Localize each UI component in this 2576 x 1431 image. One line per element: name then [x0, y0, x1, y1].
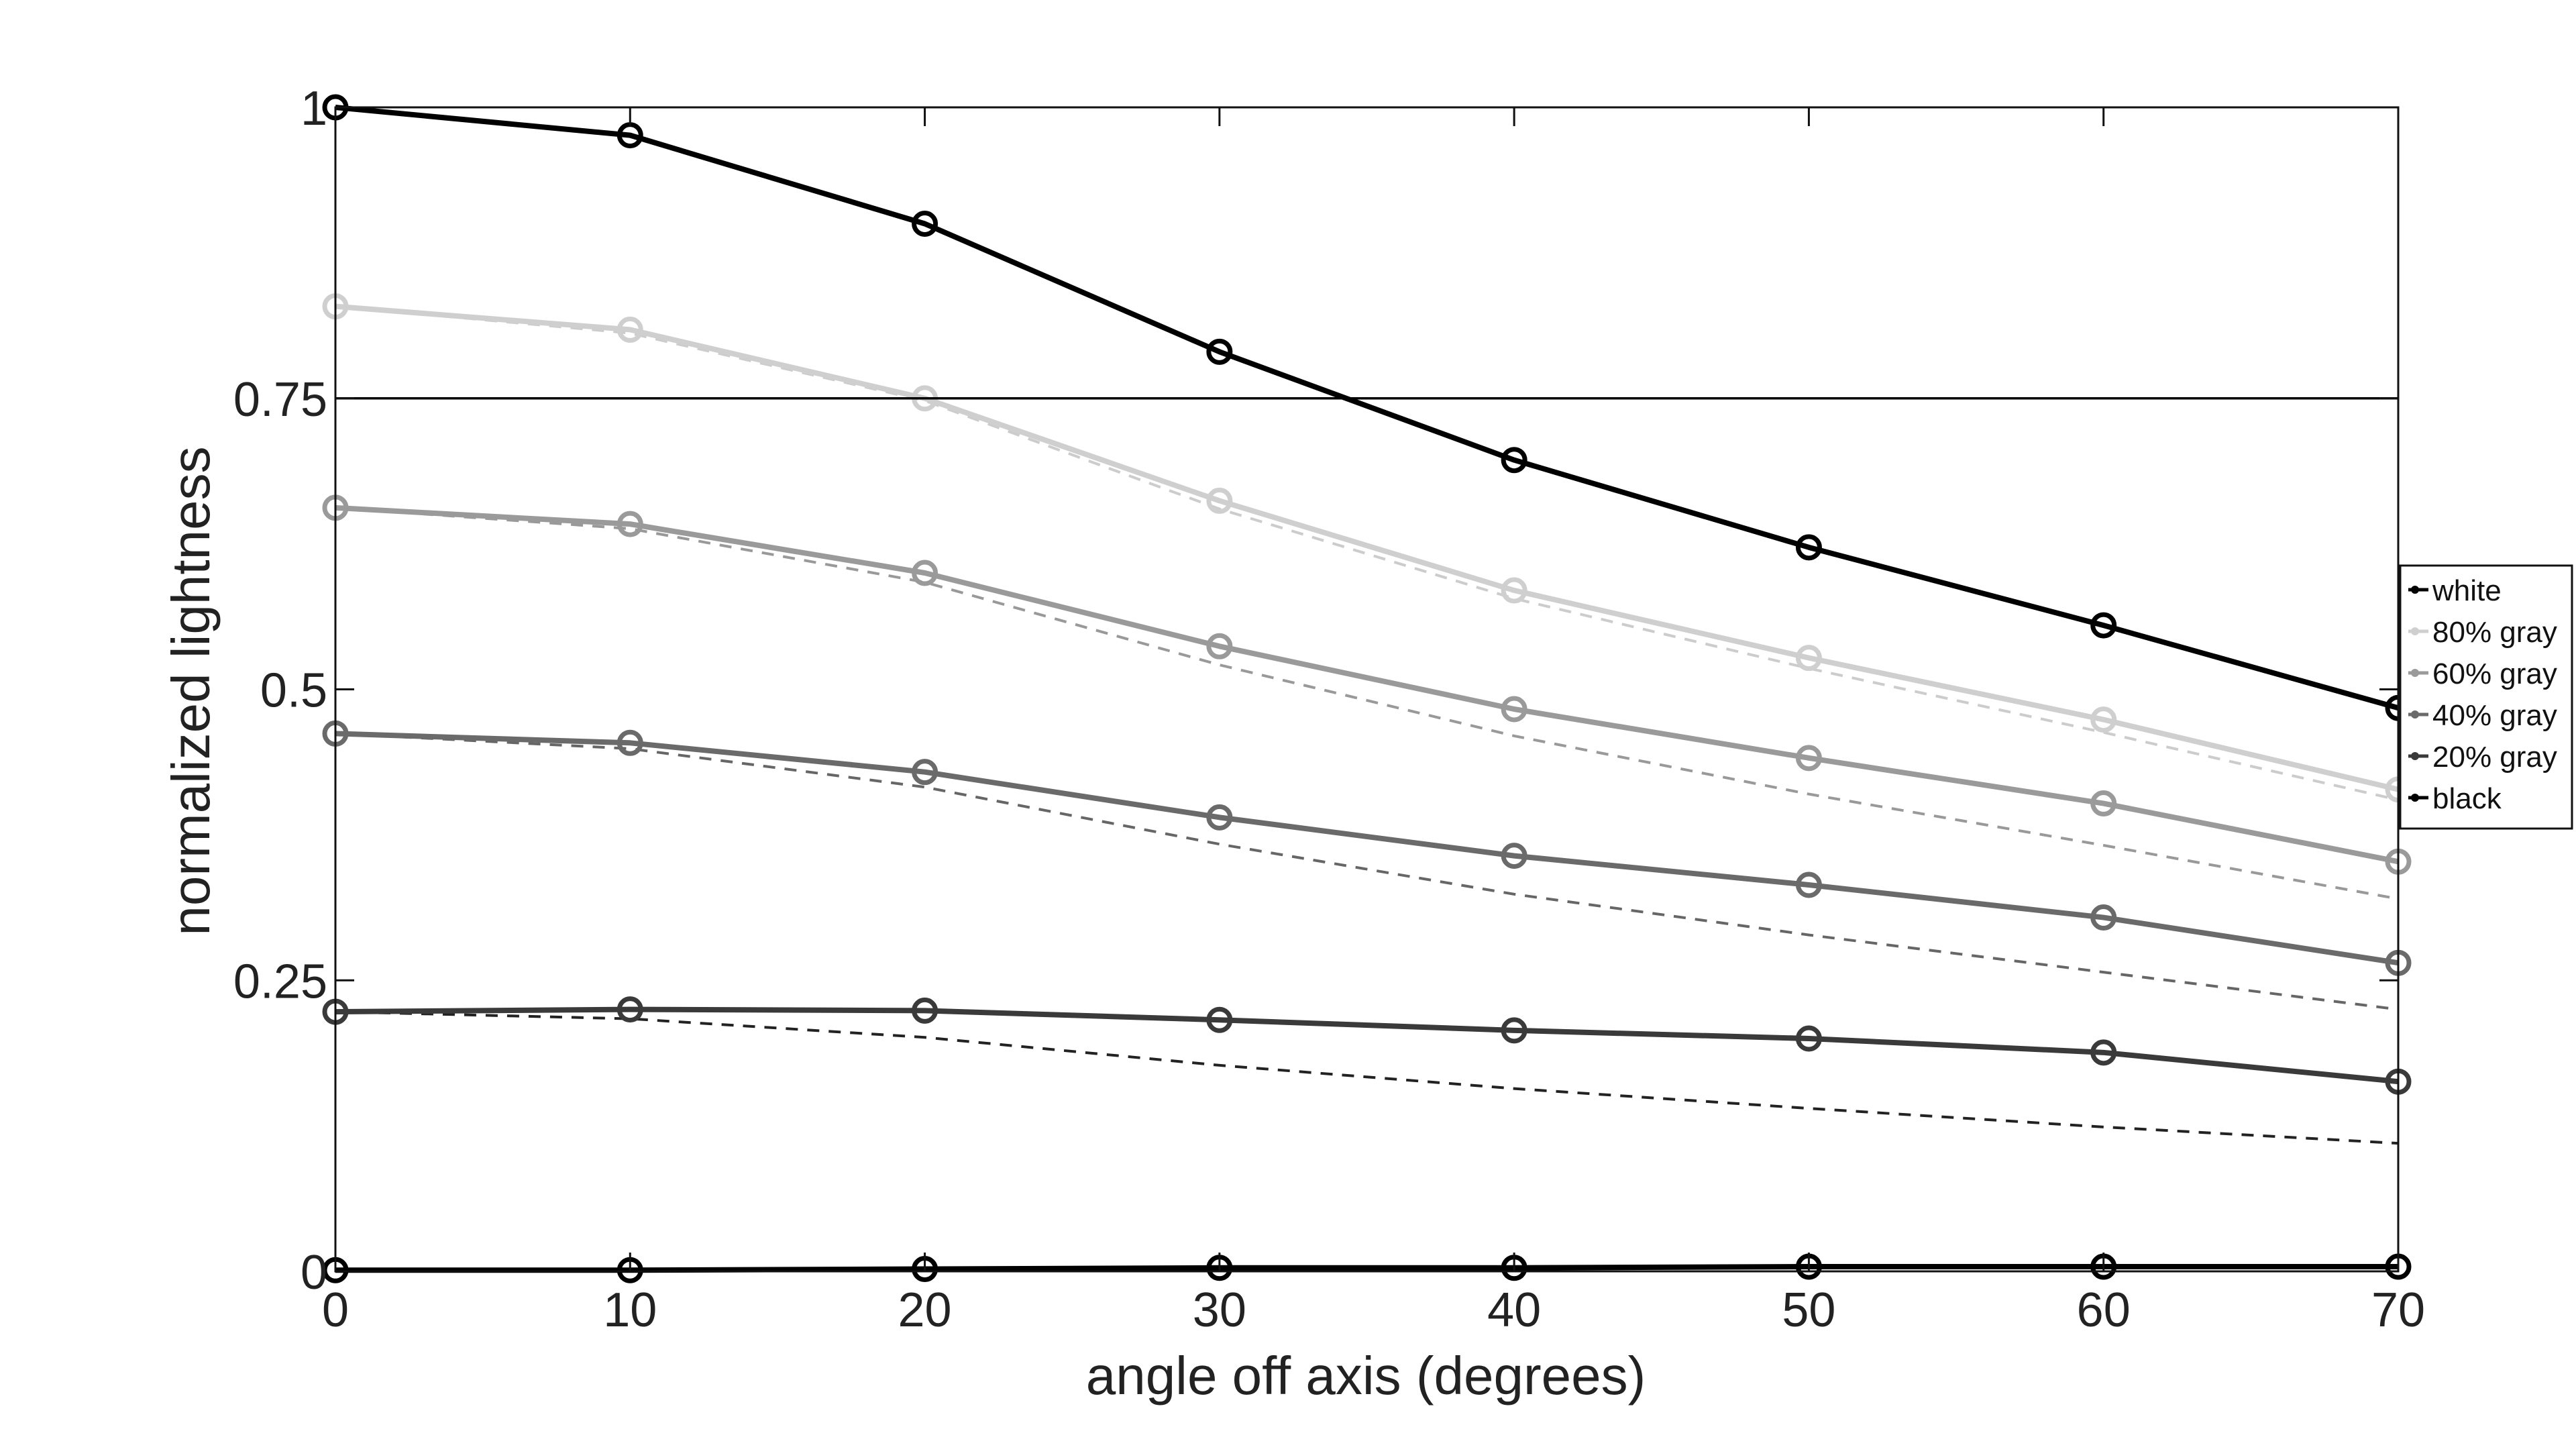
data-point-20-gray	[912, 997, 938, 1024]
series-40-gray	[322, 720, 2412, 976]
data-point-white	[2090, 612, 2117, 639]
series-line-black	[335, 1264, 2398, 1273]
series-black	[322, 1253, 2412, 1283]
data-point-40-gray	[1206, 804, 1233, 831]
series-lines	[322, 94, 2412, 1283]
legend-label: white	[2432, 574, 2502, 607]
axes	[334, 106, 2400, 1273]
legend-entry: 40% gray	[2408, 699, 2557, 732]
series-line-60-gray	[335, 505, 2399, 865]
legend-box	[2399, 564, 2573, 830]
data-point-60-gray	[1206, 633, 1233, 659]
data-point-80-gray	[1501, 577, 1527, 604]
legend-marker	[2411, 794, 2419, 802]
x-tick-label: 70	[2371, 1283, 2425, 1337]
legend-label: 40% gray	[2432, 699, 2557, 732]
x-tick-label: 40	[1487, 1283, 1541, 1337]
data-point-20-gray	[2090, 1039, 2117, 1066]
data-point-40-gray	[1501, 843, 1527, 869]
legend-entry: black	[2408, 782, 2502, 815]
y-axis-label: normalized lightness	[161, 446, 221, 935]
series-80-gray	[322, 293, 2412, 803]
reference-curve-3	[335, 1010, 2399, 1145]
legend-marker	[2411, 710, 2419, 719]
x-tick-label: 50	[1782, 1283, 1835, 1337]
x-tick-label: 60	[2077, 1283, 2131, 1337]
data-point-20-gray	[1795, 1025, 1822, 1052]
data-point-white	[1795, 534, 1822, 561]
legend-marker	[2411, 752, 2419, 760]
legend-label: black	[2432, 782, 2502, 815]
legend-label: 80% gray	[2432, 616, 2557, 649]
x-tick-label: 20	[898, 1283, 952, 1337]
data-point-20-gray	[616, 996, 643, 1023]
series-60-gray	[322, 494, 2412, 875]
data-point-60-gray	[912, 560, 938, 586]
data-point-white	[1501, 447, 1527, 474]
tick-labels: 0 10 20 30 40 50 60 70 0 0.25 0.5 0.75 1	[233, 82, 2425, 1337]
data-point-40-gray	[912, 759, 938, 786]
reference-curve-2	[335, 732, 2399, 1011]
y-tick-label: 0.5	[260, 664, 327, 718]
y-tick-label: 0	[301, 1246, 327, 1300]
data-point-white	[1206, 338, 1233, 365]
data-point-80-gray	[616, 316, 643, 343]
data-point-white	[912, 211, 938, 237]
legend: white 80% gray 60% gray 40% gray 20% gray bla…	[2399, 564, 2573, 830]
y-tick-label: 0.25	[233, 955, 327, 1008]
data-point-40-gray	[616, 729, 643, 756]
x-tick-label: 0	[322, 1283, 349, 1337]
x-tick-label: 10	[603, 1283, 657, 1337]
y-tick-label: 1	[301, 82, 327, 136]
series-line-40-gray	[335, 731, 2399, 966]
data-point-20-gray	[1501, 1017, 1527, 1044]
x-tick-label: 30	[1193, 1283, 1246, 1337]
x-axis-label: angle off axis (degrees)	[1086, 1346, 1646, 1406]
series-line-80-gray	[335, 303, 2399, 792]
legend-marker	[2411, 586, 2419, 594]
data-point-20-gray	[1206, 1006, 1233, 1033]
legend-marker	[2411, 627, 2419, 635]
reference-curve-1	[335, 506, 2399, 900]
y-tick-label: 0.75	[233, 373, 327, 427]
data-point-40-gray	[1795, 871, 1822, 898]
series-white	[322, 94, 2412, 721]
data-point-60-gray	[1795, 745, 1822, 772]
series-line-white	[335, 105, 2400, 711]
data-point-80-gray	[1206, 487, 1233, 514]
data-point-40-gray	[2090, 904, 2117, 931]
series-line-20-gray	[335, 1006, 2399, 1085]
legend-entry: 60% gray	[2408, 657, 2557, 690]
legend-entry: white	[2408, 574, 2502, 607]
data-point-60-gray	[616, 511, 643, 537]
plot-frame	[334, 106, 2400, 1273]
data-point-80-gray	[2090, 706, 2117, 733]
data-point-60-gray	[2090, 790, 2117, 817]
data-point-80-gray	[1795, 645, 1822, 672]
legend-marker	[2411, 669, 2419, 677]
legend-entry: 20% gray	[2408, 741, 2557, 774]
reference-curve-0	[335, 305, 2399, 802]
legend-entry: 80% gray	[2408, 616, 2557, 649]
reference-lines	[335, 305, 2399, 1145]
data-point-60-gray	[1501, 696, 1527, 723]
legend-label: 60% gray	[2432, 657, 2557, 690]
legend-label: 20% gray	[2432, 741, 2557, 774]
